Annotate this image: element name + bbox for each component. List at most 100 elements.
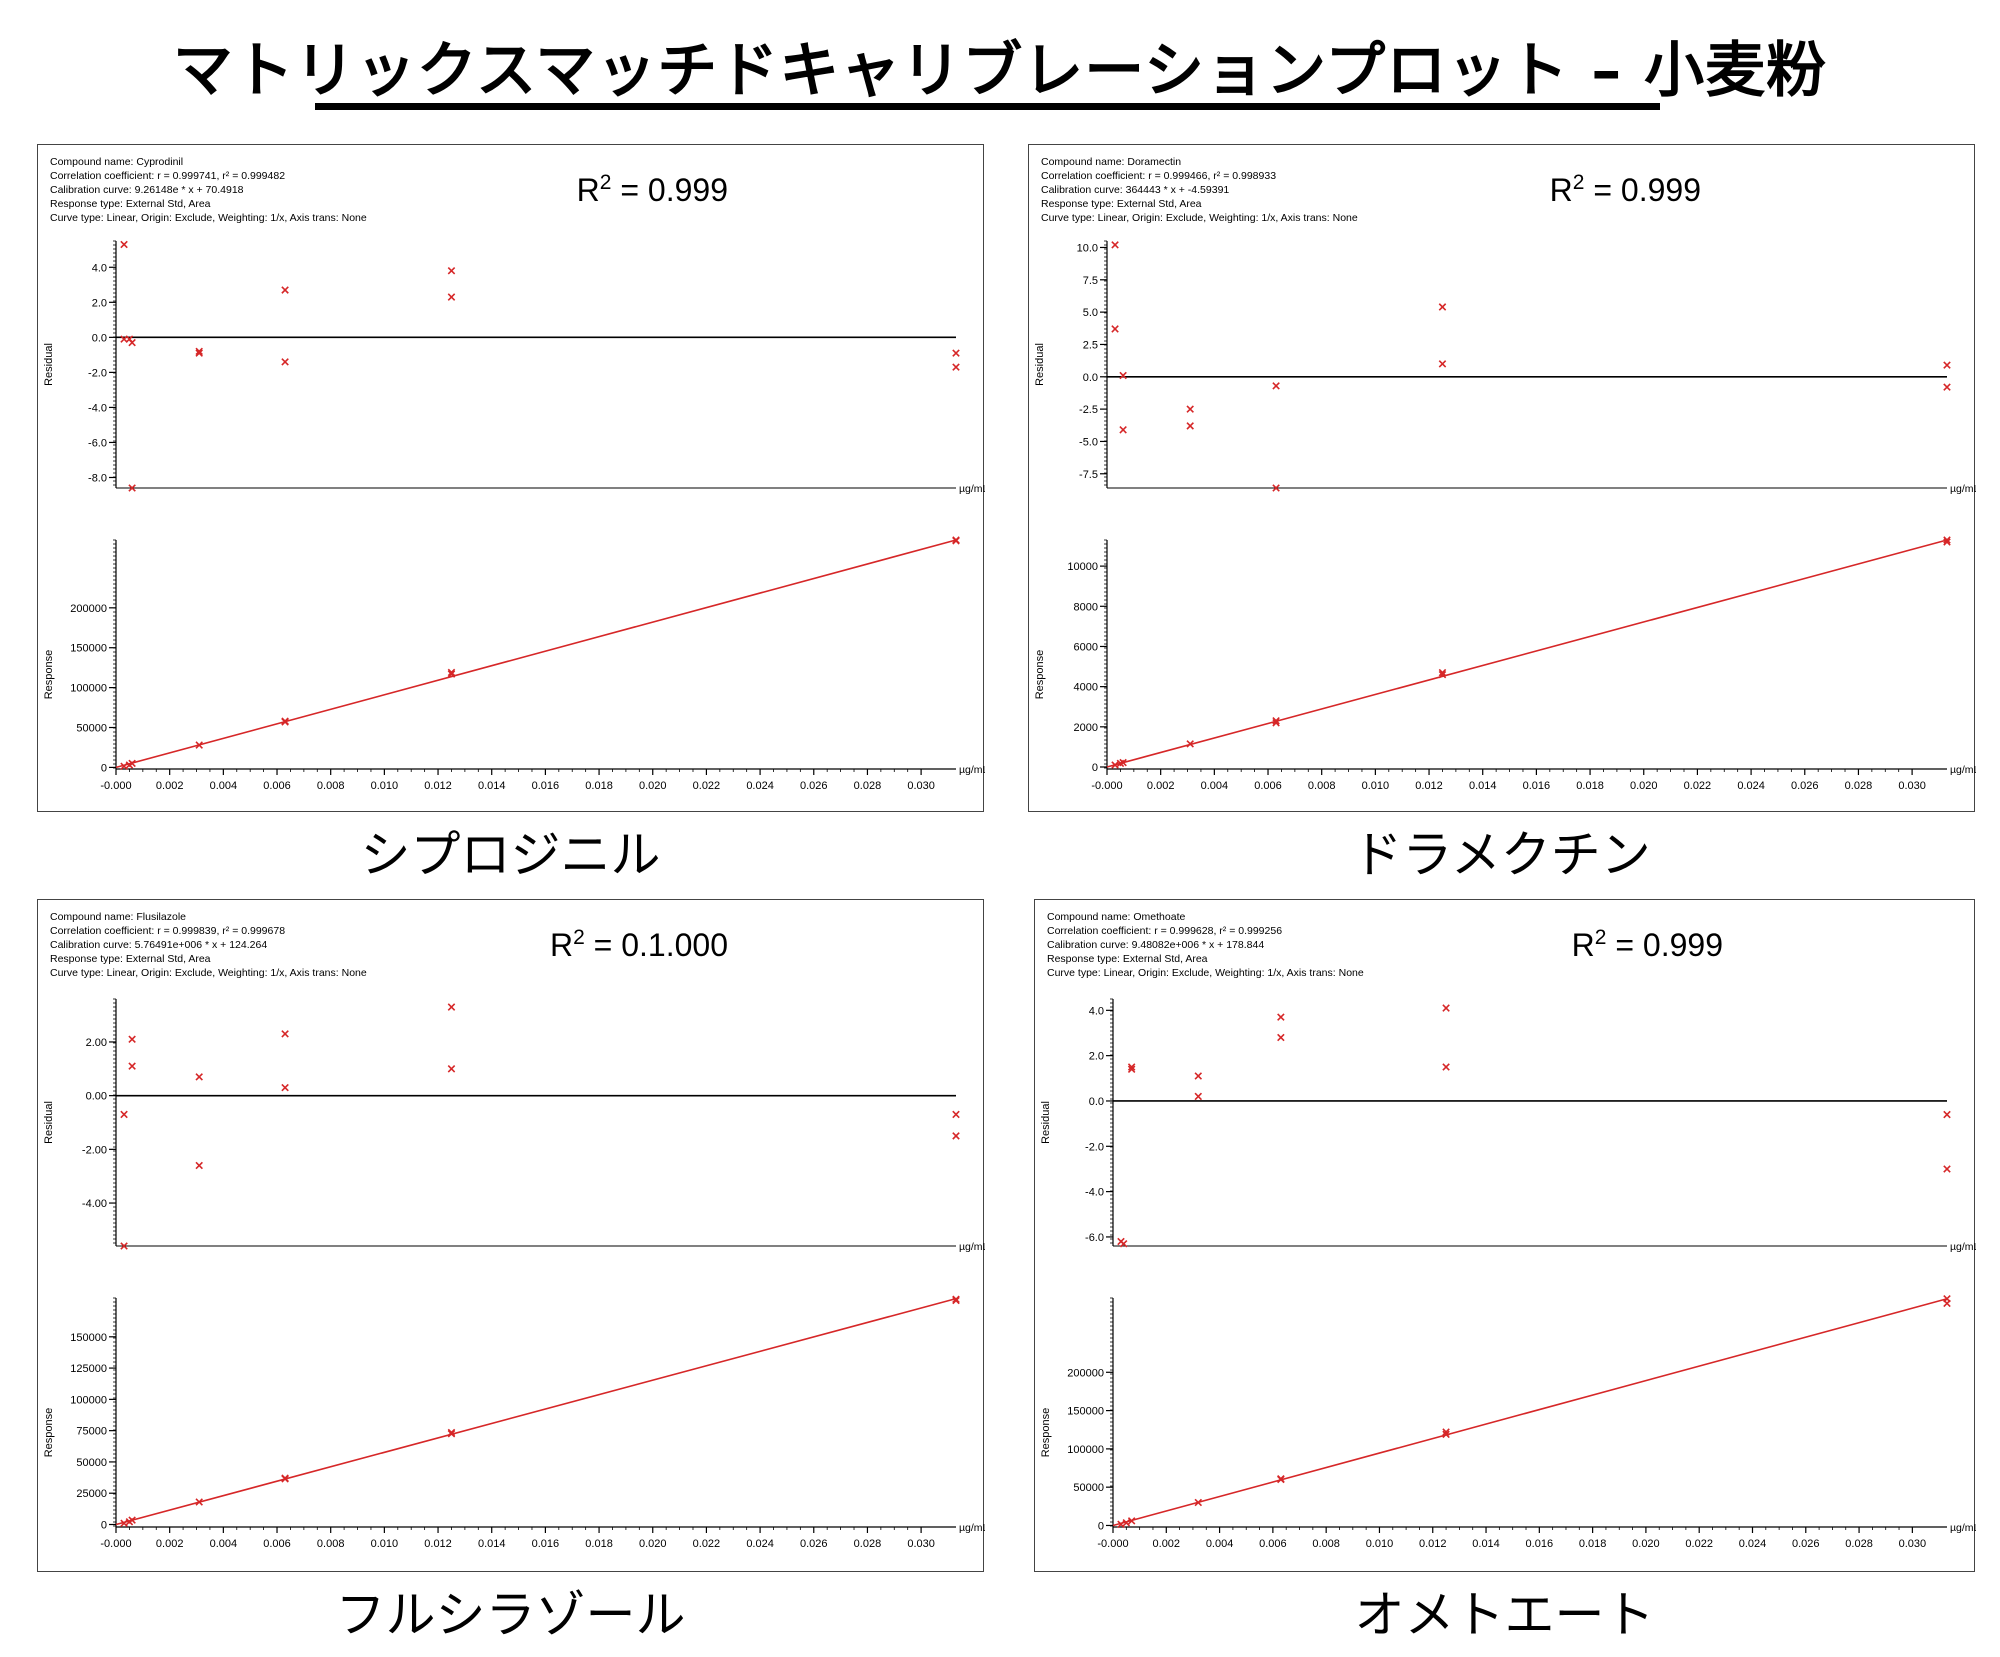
residual-tick-label: 7.5	[1083, 275, 1098, 287]
info-line: Correlation coefficient: r = 0.999466, r…	[1041, 170, 1276, 182]
residual-tick-label: -4.0	[88, 402, 107, 414]
residual-tick-label: -6.0	[1085, 1232, 1104, 1244]
response-point	[281, 717, 289, 725]
residual-point	[447, 293, 456, 301]
r-squared-label: R2 = 0.1.000	[550, 926, 728, 963]
x-tick-label: 0.020	[639, 1538, 667, 1550]
response-point	[1943, 538, 1951, 546]
calibration-fit-line	[115, 1297, 957, 1526]
residual-point	[195, 1073, 203, 1081]
info-line: Calibration curve: 364443 * x + -4.59391	[1041, 184, 1229, 196]
residual-tick-label: 10.0	[1077, 242, 1098, 254]
x-tick-label: 0.006	[1259, 1538, 1287, 1550]
response-tick-label: 200000	[1067, 1367, 1104, 1379]
response-tick-label: 0	[101, 762, 107, 774]
response-x-unit: µg/mL	[959, 764, 985, 776]
info-line: Correlation coefficient: r = 0.999628, r…	[1047, 925, 1282, 937]
r-squared-label: R2 = 0.999	[1550, 171, 1701, 208]
panel-name-omethoate: オメトエート	[1354, 1586, 1655, 1644]
response-tick-label: 200000	[70, 603, 107, 615]
residual-point	[1438, 360, 1447, 368]
x-tick-label: 0.022	[1685, 1538, 1713, 1550]
residual-tick-label: 2.5	[1083, 339, 1098, 351]
residual-point	[120, 1110, 128, 1119]
residual-x-unit: µg/mL	[1950, 483, 1976, 495]
residual-point	[1277, 1033, 1285, 1042]
info-line: Calibration curve: 9.48082e+006 * x + 17…	[1047, 939, 1264, 951]
response-point	[1117, 1520, 1125, 1529]
residual-point	[1943, 1165, 1951, 1173]
residual-point	[120, 240, 128, 249]
response-tick-label: 0	[1092, 762, 1098, 774]
info-line: Response type: External Std, Area	[1047, 953, 1208, 965]
response-point	[120, 1519, 128, 1528]
residual-tick-label: -4.00	[82, 1198, 107, 1210]
response-tick-label: 100000	[70, 683, 107, 695]
response-tick-label: 150000	[70, 1332, 107, 1344]
residual-point	[952, 1132, 960, 1140]
residual-point	[1119, 371, 1127, 380]
info-line: Curve type: Linear, Origin: Exclude, Wei…	[1041, 212, 1358, 224]
calibration-panel-doramectin: Compound name: Doramectin Correlation coe…	[1028, 144, 1976, 812]
x-tick-label: 0.016	[1523, 780, 1551, 792]
x-tick-label: 0.004	[210, 1538, 238, 1550]
x-tick-label: 0.010	[371, 1538, 399, 1550]
response-y-label: Response	[1040, 1408, 1052, 1458]
calibration-fit-line	[1106, 539, 1948, 768]
x-tick-label: 0.026	[800, 780, 828, 792]
response-point	[447, 1428, 456, 1437]
x-tick-label: 0.010	[1366, 1538, 1394, 1550]
response-x-unit: µg/mL	[959, 1522, 985, 1534]
x-tick-label: 0.020	[1630, 780, 1658, 792]
response-tick-label: 2000	[1074, 722, 1098, 734]
response-tick-label: 4000	[1074, 682, 1098, 694]
response-point	[128, 1516, 136, 1524]
info-line: Response type: External Std, Area	[50, 953, 211, 965]
info-line: Response type: External Std, Area	[50, 198, 211, 210]
residual-point	[1111, 241, 1119, 249]
residual-tick-label: 4.0	[92, 262, 107, 274]
x-tick-label: 0.018	[585, 1538, 613, 1550]
x-tick-label: 0.014	[478, 780, 506, 792]
calibration-panel-cyprodinil: Compound name: Cyprodinil Correlation coe…	[37, 144, 985, 812]
x-tick-label: 0.018	[1579, 1538, 1607, 1550]
response-point	[1277, 1474, 1285, 1483]
calibration-panel-flusilazole: Compound name: Flusilazole Correlation co…	[37, 899, 985, 1572]
response-tick-label: 6000	[1074, 641, 1098, 653]
x-tick-label: -0.000	[100, 780, 131, 792]
residual-point	[281, 1030, 289, 1038]
response-point	[1272, 717, 1280, 725]
response-point	[952, 1295, 960, 1304]
x-tick-label: 0.024	[1739, 1538, 1767, 1550]
residual-tick-label: 0.0	[92, 332, 107, 344]
response-point	[952, 537, 960, 545]
residual-point	[1119, 426, 1127, 434]
calibration-chart-flusilazole: Compound name: Flusilazole Correlation co…	[43, 911, 985, 1550]
residual-point	[281, 358, 289, 366]
residual-tick-label: -2.00	[82, 1144, 107, 1156]
x-tick-label: 0.028	[1845, 780, 1873, 792]
x-tick-label: 0.028	[1845, 1538, 1873, 1550]
residual-point	[447, 1065, 456, 1073]
x-tick-label: -0.000	[1091, 780, 1122, 792]
x-tick-label: 0.008	[1308, 780, 1336, 792]
response-point	[1438, 668, 1447, 677]
info-line: Correlation coefficient: r = 0.999741, r…	[50, 170, 285, 182]
panel-name-doramectin: ドラメクチン	[1352, 826, 1651, 884]
response-point	[952, 1296, 960, 1305]
x-tick-label: 0.008	[1312, 1538, 1340, 1550]
x-tick-label: 0.010	[371, 780, 399, 792]
x-tick-label: 0.028	[854, 1538, 882, 1550]
residual-tick-label: 2.0	[1089, 1051, 1104, 1063]
x-tick-label: 0.022	[1684, 780, 1712, 792]
residual-point	[120, 1242, 128, 1250]
residual-x-unit: µg/mL	[959, 483, 985, 495]
response-point	[1186, 740, 1194, 748]
x-tick-label: 0.026	[800, 1538, 828, 1550]
x-tick-label: 0.014	[1472, 1538, 1500, 1550]
x-tick-label: 0.006	[1254, 780, 1282, 792]
residual-point	[1186, 422, 1194, 430]
x-tick-label: 0.012	[424, 1538, 452, 1550]
residual-y-label: Residual	[43, 1101, 55, 1144]
x-tick-label: 0.026	[1792, 1538, 1820, 1550]
